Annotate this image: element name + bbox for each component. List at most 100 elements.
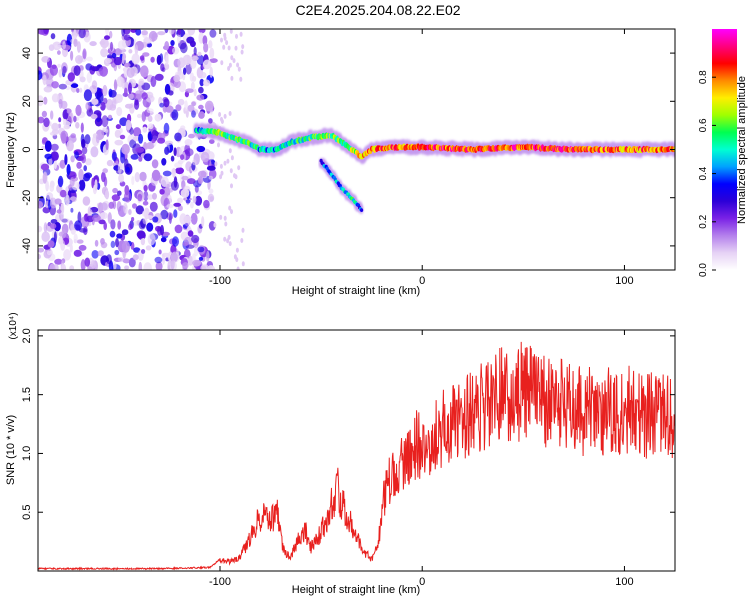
spectrogram-noise-cell bbox=[43, 86, 53, 93]
spectrogram-noise-cell bbox=[228, 111, 232, 116]
spectrogram-noise-cell bbox=[109, 230, 116, 238]
spectrogram-noise-cell bbox=[53, 231, 57, 244]
spectrogram-noise-cell bbox=[38, 95, 44, 107]
spectrogram-noise-cell bbox=[50, 110, 54, 120]
spectrogram-noise-cell bbox=[162, 170, 172, 177]
spectrogram-noise-cell bbox=[144, 215, 154, 220]
spectrogram-noise-cell bbox=[164, 187, 174, 193]
spectrogram-noise-cell bbox=[235, 247, 239, 253]
spectrogram-noise-cell bbox=[70, 83, 79, 88]
snr-x-tick-label: 0 bbox=[419, 576, 425, 588]
spectrogram-noise-cell bbox=[90, 146, 99, 158]
spectrogram-noise-cell bbox=[116, 106, 123, 117]
spectrogram-noise-cell bbox=[86, 215, 95, 223]
spectrogram-noise-cell bbox=[89, 41, 97, 47]
spectrogram-noise-cell bbox=[140, 237, 146, 246]
spectrogram-noise-cell bbox=[123, 191, 132, 203]
spectrogram-noise-cell bbox=[227, 66, 231, 71]
spectrogram-noise-cell bbox=[165, 105, 174, 113]
spectrogram-noise-cell bbox=[136, 113, 142, 119]
spectrogram-noise-cell bbox=[108, 201, 115, 209]
spectrogram-noise-cell bbox=[61, 62, 68, 74]
spectrogram-noise-cell bbox=[182, 241, 189, 247]
spectrogram-noise-cell bbox=[134, 172, 140, 183]
spectrogram-noise-cell bbox=[117, 40, 127, 51]
spectrogram-noise-cell bbox=[123, 34, 131, 41]
spectrogram-noise-cell bbox=[223, 160, 227, 166]
spectrogram-noise-cell bbox=[105, 29, 110, 36]
spectrogram-noise-cell bbox=[170, 180, 179, 191]
spectrogram-noise-cell bbox=[91, 98, 99, 105]
spectrogram-noise-cell bbox=[209, 196, 214, 202]
spectrogram-noise-cell bbox=[199, 71, 207, 79]
spectrogram-noise-cell bbox=[104, 35, 110, 40]
spectrogram-noise-cell bbox=[209, 139, 215, 145]
spectrogram-noise-cell bbox=[151, 159, 159, 169]
spectrogram-noise-cell bbox=[61, 228, 67, 238]
spectrogram-noise-cell bbox=[100, 48, 108, 58]
spectrogram-noise-cell bbox=[134, 44, 139, 56]
spectrogram-x-tick-label: 0 bbox=[419, 275, 425, 287]
spectrogram-noise-cell bbox=[168, 90, 174, 96]
spectrogram-noise-cell bbox=[146, 142, 155, 150]
spectrogram-noise-cell bbox=[107, 54, 113, 59]
spectrogram-noise-cell bbox=[191, 101, 197, 107]
spectrogram-noise-cell bbox=[240, 49, 244, 55]
spectrogram-noise-cell bbox=[121, 77, 126, 89]
spectrogram-noise-cell bbox=[197, 51, 202, 57]
spectrogram-noise-cell bbox=[230, 183, 233, 189]
spectrogram-noise-cell bbox=[73, 249, 82, 257]
spectrogram-noise-cell bbox=[116, 201, 122, 212]
spectrogram-noise-cell bbox=[137, 193, 143, 202]
spectrogram-noise-cell bbox=[230, 155, 234, 161]
spectrogram-noise-cell bbox=[40, 163, 50, 171]
colorbar-tick-label: 0.6 bbox=[698, 118, 709, 132]
spectrogram-noise-cell bbox=[116, 233, 123, 239]
spectrogram-noise-cell bbox=[146, 108, 154, 114]
spectrogram-noise-cell bbox=[78, 179, 86, 191]
colorbar-tick-label: 0.2 bbox=[698, 214, 709, 228]
spectrogram-noise-cell bbox=[92, 184, 97, 195]
spectrogram-noise-cell bbox=[100, 238, 105, 245]
spectrogram-noise-cell bbox=[222, 44, 226, 50]
spectrogram-noise-cell bbox=[199, 78, 205, 87]
colorbar-gradient bbox=[712, 29, 737, 270]
spectrogram-noise-cell bbox=[141, 30, 149, 36]
spectrogram-noise-cell bbox=[84, 134, 91, 145]
spectrogram-noise-cell bbox=[148, 123, 154, 130]
spectrogram-noise-cell bbox=[131, 175, 135, 186]
spectrogram-noise-cell bbox=[53, 222, 61, 232]
spectrogram-noise-cell bbox=[125, 166, 130, 173]
spectrogram-noise-cell bbox=[182, 262, 189, 269]
spectrogram-noise-cell bbox=[142, 52, 150, 57]
spectrogram-noise-cell bbox=[208, 175, 214, 180]
spectrogram-noise-cell bbox=[191, 234, 200, 244]
spectrogram-noise-cell bbox=[226, 238, 230, 244]
spectrogram-noise-cell bbox=[185, 244, 195, 249]
spectrogram-noise-cell bbox=[146, 222, 154, 232]
spectrogram-noise-cell bbox=[85, 101, 91, 111]
spectrogram-noise-cell bbox=[108, 88, 113, 98]
spectrogram-noise-cell bbox=[174, 224, 183, 234]
spectrogram-noise-cell bbox=[44, 153, 53, 160]
spectrogram-noise-cell bbox=[208, 118, 213, 124]
spectrogram-noise-cell bbox=[95, 134, 100, 144]
snr-panel: -100 0 100 0.5 1.0 1.5 2.0 Height of straight… bbox=[5, 312, 676, 596]
spectrogram-noise-cell bbox=[110, 240, 116, 248]
spectrogram-noise-cell bbox=[204, 100, 214, 112]
spectrogram-noise-cell bbox=[100, 101, 106, 111]
spectrogram-noise-cell bbox=[192, 75, 197, 82]
spectrogram-y-tick-label: -40 bbox=[21, 238, 33, 254]
spectrogram-noise-cell bbox=[174, 132, 182, 142]
spectrogram-noise-cell bbox=[235, 33, 238, 39]
spectrogram-noise-cell bbox=[119, 128, 123, 134]
spectrogram-noise-cell bbox=[54, 44, 64, 49]
spectrogram-noise-cell bbox=[133, 247, 141, 253]
spectrogram-noise-cell bbox=[78, 228, 88, 233]
spectrogram-noise-cell bbox=[226, 158, 230, 164]
spectrogram-noise-cell bbox=[197, 246, 205, 253]
spectrogram-noise-cell bbox=[43, 29, 49, 35]
spectrogram-noise-cell bbox=[125, 103, 133, 109]
spectrogram-noise-cell bbox=[192, 159, 197, 166]
